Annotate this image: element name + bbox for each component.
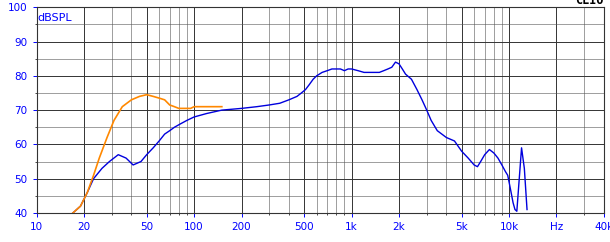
Text: dBSPL: dBSPL [38, 13, 73, 23]
Text: CLIO: CLIO [575, 0, 604, 7]
